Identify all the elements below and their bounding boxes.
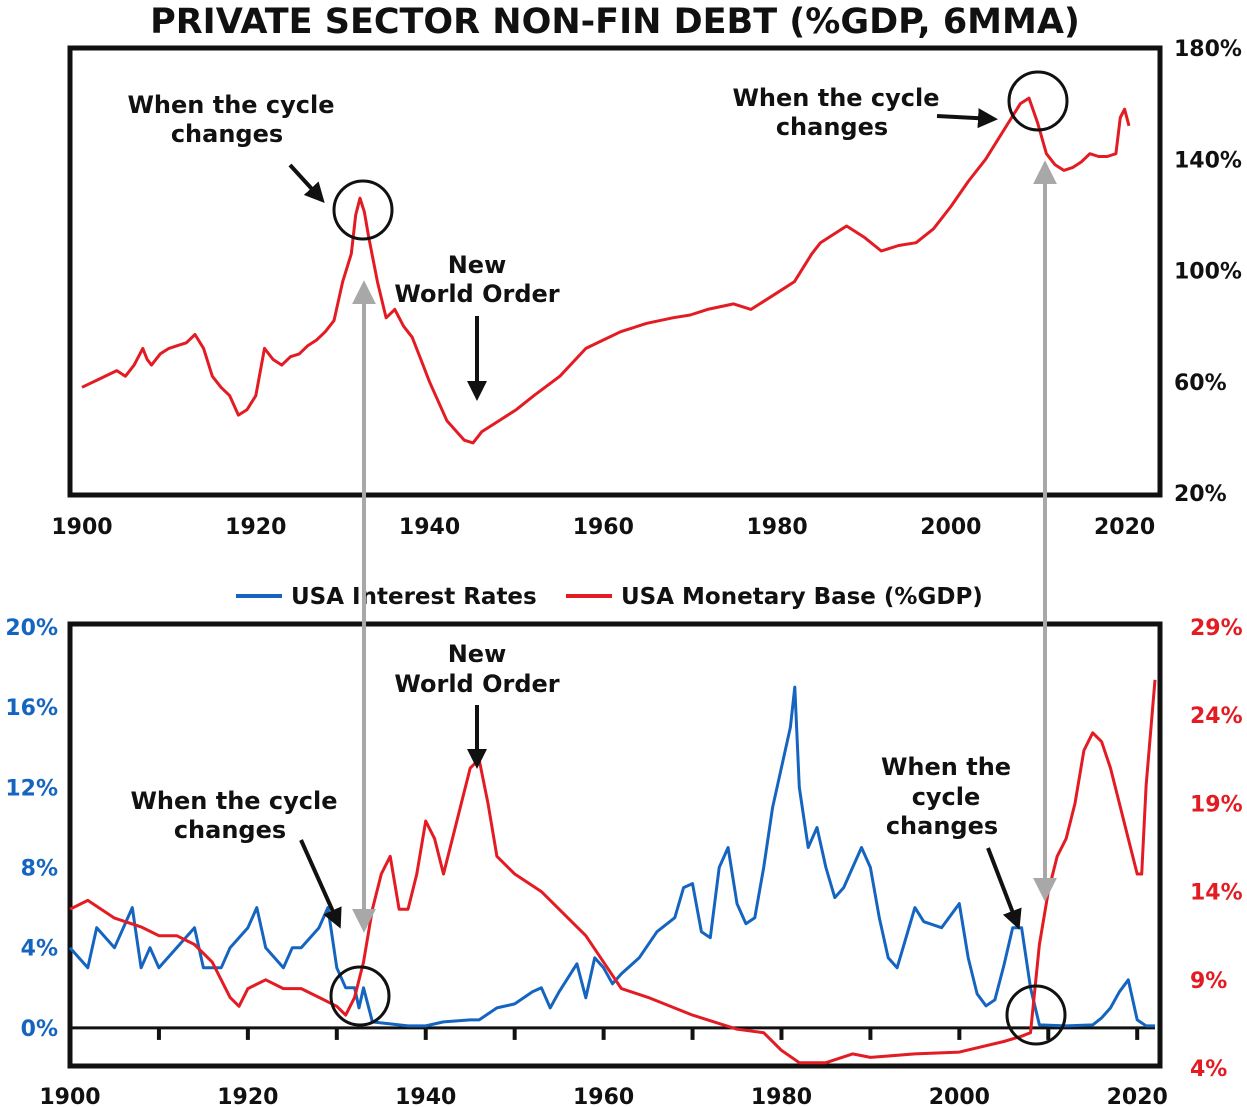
top-new-order-line1: New [448, 251, 507, 279]
bottom-x-tick-label: 1960 [573, 1085, 634, 1107]
bottom-right-cycle-arrow [986, 847, 1022, 930]
top-series-group [81, 96, 1131, 445]
top-new-order-line2: World Order [394, 280, 559, 308]
bottom-right-cycle-line3: changes [886, 812, 998, 840]
top-x-tick-label: 1920 [225, 515, 286, 540]
top-x-tick-label: 1980 [746, 515, 807, 540]
bottom-x-tick-label: 2020 [1107, 1085, 1168, 1107]
top-right-cycle-circle [1007, 70, 1069, 132]
top-right-cycle-arrow [936, 108, 998, 129]
top-panel-frame [67, 45, 1163, 498]
bottom-left-cycle-line2: changes [174, 816, 286, 844]
bottom-left-cycle-line1: When the cycle [130, 787, 337, 815]
bottom-right-cycle-line2: cycle [912, 783, 981, 811]
top-x-tick-label: 2000 [920, 515, 981, 540]
bottom-series-line-interest-rates [68, 685, 1155, 1028]
bottom-series-group [68, 679, 1157, 1065]
bottom-right-y-tick-label: 29% [1190, 616, 1243, 641]
top-right-cycle-line2: changes [776, 113, 888, 141]
legend-label-interest-rates: USA Interest Rates [291, 584, 537, 610]
bottom-right-y-tick-label: 9% [1190, 969, 1227, 994]
top-y-tick-label: 140% [1174, 148, 1242, 173]
legend-label-monetary-base: USA Monetary Base (%GDP) [621, 584, 983, 610]
bottom-x-tick-label: 1980 [751, 1085, 812, 1107]
top-y-tick-label: 180% [1174, 37, 1242, 62]
bottom-left-y-tick-label: 12% [5, 776, 58, 801]
bottom-panel-frame [67, 621, 1163, 1069]
top-left-cycle-circle [332, 179, 394, 241]
top-left-cycle-line2: changes [171, 120, 283, 148]
bottom-right-cycle-circle [1005, 984, 1067, 1046]
top-x-tick-label: 2020 [1094, 515, 1155, 540]
chart-title: PRIVATE SECTOR NON-FIN DEBT (%GDP, 6MMA) [150, 2, 1080, 42]
top-x-tick-label: 1940 [399, 515, 460, 540]
bottom-right-y-tick-label: 14% [1190, 881, 1243, 906]
bottom-x-tick-label: 1940 [395, 1085, 456, 1107]
bottom-left-cycle-circle [329, 965, 391, 1027]
bottom-new-order-line2: World Order [394, 670, 559, 698]
top-series-line-debt [81, 96, 1131, 445]
bottom-left-y-tick-label: 20% [5, 616, 58, 641]
bottom-y-axis-left: 20% 16% 12% 8% 4% 0% [5, 616, 58, 1042]
bottom-left-y-tick-label: 0% [21, 1017, 58, 1042]
top-y-tick-label: 60% [1174, 371, 1227, 396]
top-y-tick-label: 20% [1174, 482, 1227, 507]
bottom-zero-line-group [70, 1026, 1155, 1040]
bottom-left-cycle-arrow [299, 839, 342, 929]
legend: USA Interest Rates USA Monetary Base (%G… [236, 584, 983, 610]
bottom-x-tick-label: 2000 [929, 1085, 990, 1107]
bottom-new-order-line1: New [448, 640, 507, 668]
bottom-right-cycle-line1: When the [881, 753, 1011, 781]
top-panel: 1900 1920 1940 1960 1980 2000 2020 180% 140% 100… [51, 37, 1242, 540]
bottom-y-axis-right: 29% 24% 19% 14% 9% 4% [1190, 616, 1243, 1082]
bottom-right-y-tick-label: 19% [1190, 792, 1243, 817]
top-left-cycle-arrow [288, 163, 325, 203]
bottom-x-tick-label: 1900 [39, 1085, 100, 1107]
bottom-left-y-tick-label: 16% [5, 696, 58, 721]
top-y-tick-label: 100% [1174, 260, 1242, 285]
bottom-x-tick-label: 1920 [217, 1085, 278, 1107]
bottom-right-y-tick-label: 4% [1190, 1057, 1227, 1082]
top-right-cycle-line1: When the cycle [732, 84, 939, 112]
top-x-tick-label: 1960 [573, 515, 634, 540]
bottom-panel: 1900 1920 1940 1960 1980 2000 2020 20% 16% 12% 8%… [5, 616, 1242, 1107]
bottom-right-y-tick-label: 24% [1190, 704, 1243, 729]
bottom-series-line-monetary-base [69, 679, 1157, 1065]
top-y-axis-right: 180% 140% 100% 60% 20% [1174, 37, 1242, 507]
top-x-tick-label: 1900 [51, 515, 112, 540]
top-x-axis: 1900 1920 1940 1960 1980 2000 2020 [51, 515, 1155, 540]
top-left-cycle-line1: When the cycle [127, 91, 334, 119]
bottom-left-y-tick-label: 4% [21, 937, 58, 962]
bottom-left-y-tick-label: 8% [21, 857, 58, 882]
bottom-x-axis: 1900 1920 1940 1960 1980 2000 2020 [39, 1085, 1167, 1107]
